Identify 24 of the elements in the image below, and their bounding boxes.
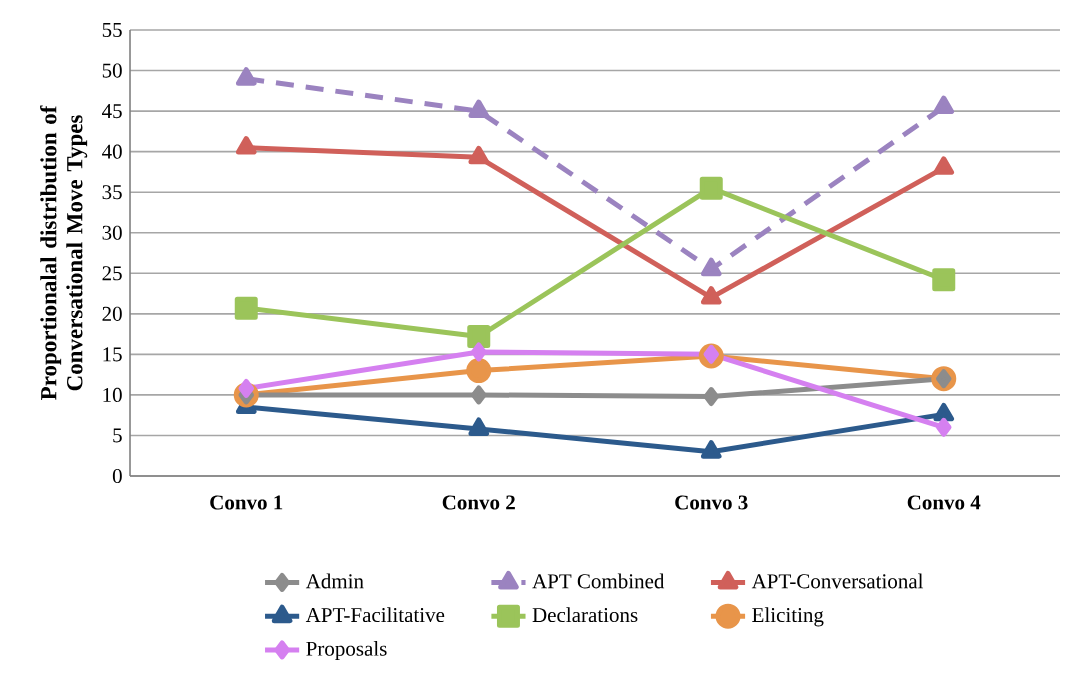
y-tick-label: 40 (102, 144, 122, 159)
x-tick-label: Convo 1 (210, 495, 283, 510)
y-tick-label: 50 (102, 63, 122, 78)
legend-label: APT Combined (532, 573, 665, 589)
y-tick-label: 5 (113, 428, 122, 443)
x-tick-label: Convo 3 (675, 495, 748, 510)
legend-label: Admin (305, 573, 364, 589)
y-tick-label: 35 (102, 185, 122, 200)
legend-label: Declarations (532, 607, 638, 623)
y-tick-label: 0 (112, 468, 122, 484)
legend-label: APT-Facilitative (305, 607, 445, 623)
y-tick-label: 25 (102, 266, 122, 281)
y-tick-label: 10 (103, 387, 122, 403)
y-tick-label: 55 (102, 23, 122, 38)
legend-label: APT-Conversational (751, 573, 924, 589)
y-tick-label: 15 (103, 347, 122, 362)
y-tick-label: 20 (102, 306, 122, 321)
legend-label: Proposals (306, 641, 387, 661)
y-tick-label: 30 (102, 225, 122, 240)
x-tick-label: Convo 2 (442, 495, 515, 510)
x-tick-label: Convo 4 (907, 495, 981, 510)
y-tick-label: 45 (102, 104, 122, 119)
legend-label: Eliciting (752, 607, 824, 627)
y-axis-title: Proportionalal distribution of Conversational Move Types (40, 105, 88, 400)
